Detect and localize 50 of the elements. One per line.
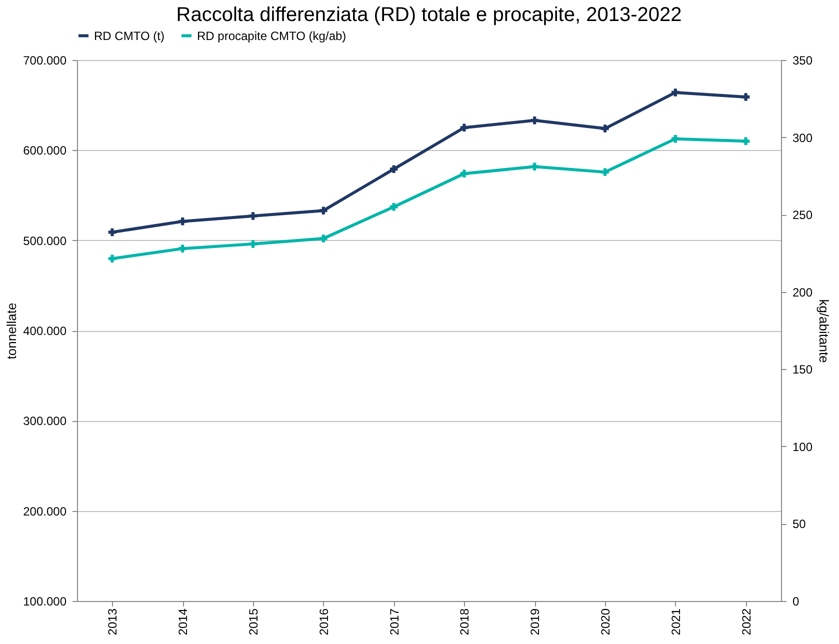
- point: [249, 240, 257, 248]
- x-tick-label: 2014: [176, 608, 190, 636]
- x-tick-label: 2019: [528, 608, 542, 636]
- y-tick-label: 200.000: [23, 504, 67, 518]
- y-tick-label: 600.000: [23, 144, 67, 158]
- point: [320, 206, 328, 214]
- point: [178, 218, 186, 226]
- y2-tick-label: 300: [792, 130, 813, 145]
- y2-tick-label: 0: [792, 594, 800, 608]
- point: [601, 168, 609, 176]
- point: [108, 228, 116, 236]
- x-tick-label: 2015: [246, 608, 260, 636]
- y2-tick-label: 150: [792, 362, 813, 377]
- x-tick-label: 2017: [387, 608, 402, 636]
- point: [672, 134, 680, 143]
- point: [320, 234, 328, 242]
- y-tick-label: 400.000: [23, 324, 67, 338]
- y-tick-label: 100.000: [23, 594, 67, 608]
- legend-label: RD CMTO (t): [94, 28, 164, 43]
- y-tick-label: 500.000: [23, 234, 67, 248]
- y2-tick-label: 100: [792, 440, 813, 454]
- chart-title: Raccolta differenziata (RD) totale e procapite, 2013-2022: [176, 4, 682, 26]
- legend-label: RD procapite CMTO (kg/ab): [197, 28, 346, 43]
- point: [460, 170, 468, 178]
- point: [390, 165, 398, 173]
- point: [390, 202, 398, 211]
- point: [530, 116, 538, 124]
- point: [601, 124, 609, 132]
- point: [460, 124, 468, 132]
- y-tick-label: 300.000: [23, 414, 67, 428]
- point: [108, 254, 116, 262]
- y2-tick-label: 350: [792, 54, 813, 68]
- x-tick-label: 2020: [598, 608, 612, 636]
- point: [672, 88, 680, 96]
- x-tick-label: 2013: [106, 608, 120, 636]
- point: [178, 244, 186, 252]
- x-tick-label: 2021: [668, 608, 683, 636]
- point: [249, 212, 257, 220]
- y2-tick-label: 200: [792, 285, 813, 300]
- x-tick-label: 2022: [739, 608, 754, 636]
- y-axis-title: tonnellate: [4, 302, 20, 360]
- point: [530, 162, 538, 171]
- x-tick-label: 2018: [458, 608, 472, 636]
- point: [742, 93, 750, 101]
- y2-tick-label: 50: [792, 517, 806, 532]
- point: [742, 137, 750, 146]
- y-tick-label: 700.000: [23, 54, 67, 68]
- y2-tick-label: 250: [792, 208, 813, 222]
- x-tick-label: 2016: [316, 608, 331, 636]
- y2-axis-title: kg/abitante: [816, 299, 832, 363]
